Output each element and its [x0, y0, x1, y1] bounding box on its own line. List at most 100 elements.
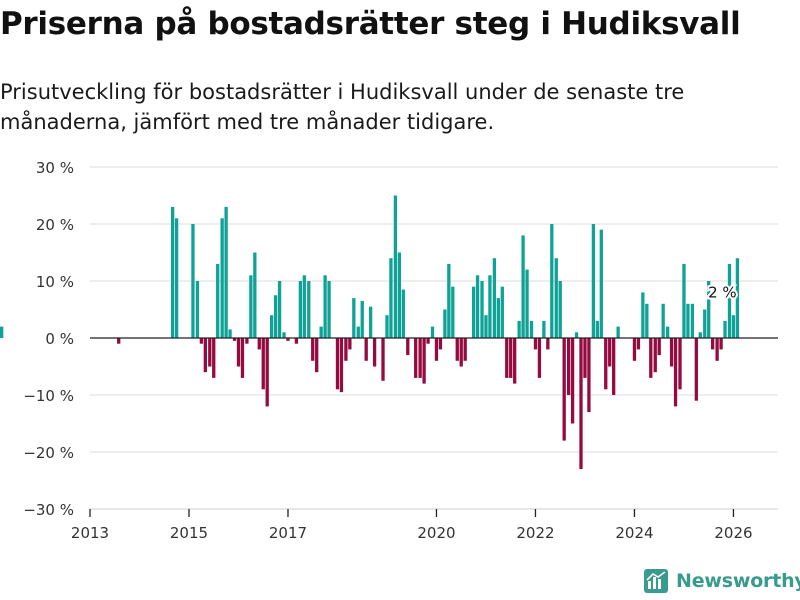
newsworthy-logo: Newsworthy	[644, 569, 800, 593]
bar	[711, 338, 715, 350]
bar	[418, 338, 422, 378]
bar	[641, 292, 645, 338]
bar	[426, 338, 430, 344]
bar	[645, 303, 649, 338]
bar	[484, 315, 488, 338]
bar	[171, 206, 175, 338]
bar	[307, 281, 311, 338]
bars-layer	[0, 195, 740, 470]
y-tick-label: 0 %	[45, 330, 74, 348]
bar	[550, 224, 554, 338]
bar	[707, 281, 711, 338]
bar	[302, 275, 306, 338]
bar	[574, 332, 579, 338]
bar	[665, 326, 670, 338]
bar	[335, 338, 340, 390]
bar	[455, 338, 459, 361]
bar	[653, 338, 657, 373]
bar	[673, 338, 678, 407]
bar	[612, 338, 616, 395]
bar	[682, 263, 686, 338]
bar	[471, 286, 476, 338]
bar	[533, 338, 538, 350]
bar	[678, 338, 682, 390]
y-tick-label: −30 %	[23, 501, 74, 519]
page-title: Priserna på bostadsrätter steg i Hudiksv…	[0, 6, 741, 42]
bar	[414, 338, 418, 378]
bar	[323, 275, 327, 338]
bar	[364, 338, 368, 361]
bar	[583, 338, 587, 378]
bar	[451, 286, 455, 338]
bar	[500, 286, 504, 338]
bar	[488, 275, 492, 338]
bar	[443, 309, 447, 338]
x-axis: 2013 2015 2017 2020 2022 2024 2026	[71, 508, 778, 542]
bar	[521, 235, 525, 338]
bar	[319, 326, 323, 338]
annotation-layer: 2 %	[706, 282, 739, 304]
x-tick-label: 2017	[269, 524, 307, 542]
bar	[723, 320, 727, 338]
bar	[546, 338, 550, 350]
bar	[265, 338, 269, 407]
bar	[599, 229, 603, 338]
x-tick-label: 2022	[516, 524, 554, 542]
x-tick-label: 2020	[417, 524, 455, 542]
bar	[199, 338, 204, 344]
bar	[608, 338, 612, 367]
bar	[529, 320, 534, 338]
bar	[422, 338, 426, 384]
bar	[698, 332, 702, 338]
bar	[525, 269, 529, 338]
bar	[604, 338, 608, 390]
bar	[195, 281, 200, 338]
bar	[690, 303, 695, 338]
bar	[203, 338, 207, 373]
bar	[537, 338, 542, 378]
bar	[430, 326, 435, 338]
bar	[661, 303, 665, 338]
bar	[311, 338, 315, 361]
bar	[694, 338, 698, 401]
bar	[372, 338, 377, 367]
bar	[505, 338, 509, 378]
y-tick-label: 20 %	[36, 216, 74, 234]
bar	[257, 338, 261, 350]
x-tick-label: 2013	[71, 524, 109, 542]
bar	[286, 338, 290, 341]
x-tick-label: 2015	[170, 524, 208, 542]
bar	[385, 315, 389, 338]
bar	[270, 315, 274, 338]
bar	[509, 338, 513, 378]
bar	[232, 338, 237, 341]
bar	[719, 338, 723, 350]
bar	[558, 281, 562, 338]
bar	[669, 338, 674, 367]
bar	[492, 258, 497, 338]
bar	[344, 338, 348, 361]
bar	[397, 252, 401, 338]
bar	[447, 263, 451, 338]
bar	[393, 195, 398, 338]
bar	[0, 326, 4, 338]
bar	[616, 326, 620, 338]
bar	[360, 300, 364, 338]
bar	[554, 258, 558, 338]
bar	[216, 263, 220, 338]
bar	[261, 338, 265, 390]
bar	[562, 338, 566, 441]
bar	[352, 298, 356, 338]
bar	[212, 338, 216, 378]
bar	[245, 338, 249, 344]
bar	[356, 326, 360, 338]
bar	[406, 338, 410, 356]
brand-name: Newsworthy	[676, 570, 800, 592]
bar	[438, 338, 443, 350]
bar	[657, 338, 661, 356]
bar	[595, 320, 599, 338]
bar	[731, 315, 736, 338]
bar	[389, 258, 393, 338]
bar	[294, 338, 299, 344]
